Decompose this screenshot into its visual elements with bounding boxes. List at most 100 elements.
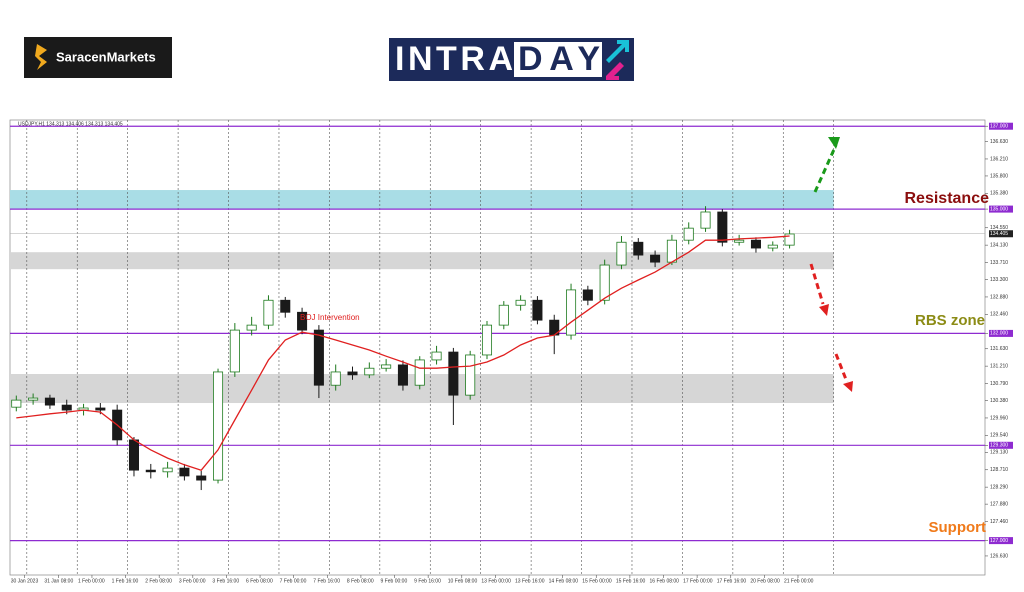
y-tick-label: 134.130 — [990, 242, 1008, 248]
y-tick-label: 131.210 — [990, 363, 1008, 369]
brand-name: SaracenMarkets — [56, 49, 156, 64]
x-tick-label: 31 Jan 08:00 — [44, 578, 73, 584]
y-tick-label: 128.710 — [990, 467, 1008, 473]
y-tick-label: 127.460 — [990, 519, 1008, 525]
candle-body — [196, 475, 207, 481]
arrow-head — [828, 137, 840, 149]
annotation: RBS zone — [915, 312, 985, 329]
candle-body — [280, 299, 291, 313]
arrow-head — [819, 304, 829, 316]
candle-body — [616, 241, 627, 266]
y-tick-label: 137.000 — [990, 124, 1008, 130]
candle-body — [61, 404, 72, 411]
arrow-head — [843, 381, 853, 392]
y-tick-label: 129.300 — [990, 443, 1008, 449]
y-tick-label: 128.290 — [990, 484, 1008, 490]
candle-body — [128, 439, 139, 471]
y-tick-label: 135.380 — [990, 191, 1008, 197]
candle-body — [364, 367, 375, 376]
candle-body — [397, 364, 408, 386]
x-tick-label: 8 Feb 08:00 — [347, 578, 374, 584]
level-label-bg — [989, 537, 1013, 545]
candle-body — [246, 324, 257, 331]
candle-body — [44, 397, 55, 406]
arrow-down — [809, 263, 825, 305]
candle-body — [448, 351, 459, 396]
candle-body — [582, 289, 593, 301]
y-tick-label: 126.630 — [990, 553, 1008, 559]
logo-right: DAY — [518, 40, 600, 78]
y-tick-label: 127.000 — [990, 538, 1008, 544]
candle-body — [650, 254, 661, 263]
level-label-bg — [989, 329, 1013, 337]
y-tick-label: 134.550 — [990, 225, 1008, 231]
chart-title: USDJPY,H1 134.313 134.406 134.313 134.40… — [18, 121, 123, 127]
level-label-bg — [989, 205, 1013, 213]
candle-body — [213, 371, 224, 481]
y-tick-label: 132.460 — [990, 312, 1008, 318]
candle-body — [414, 359, 425, 386]
candle-body — [330, 371, 341, 386]
y-tick-label: 129.130 — [990, 450, 1008, 456]
x-tick-label: 9 Feb 16:00 — [414, 578, 441, 584]
y-tick-label: 132.000 — [990, 331, 1008, 337]
x-tick-label: 2 Feb 08:00 — [145, 578, 172, 584]
y-tick-label: 131.630 — [990, 346, 1008, 352]
plot: 137.000 136.630 136.210 135.800 135.380 135.0… — [9, 119, 1013, 584]
candle-body — [28, 397, 39, 401]
x-tick-label: 17 Feb 00:00 — [683, 578, 713, 584]
zone — [10, 252, 834, 270]
y-tick-label: 129.540 — [990, 433, 1008, 439]
x-tick-label: 21 Feb 00:00 — [784, 578, 814, 584]
logo-box — [514, 42, 602, 77]
candle-body — [381, 364, 392, 369]
x-tick-label: 30 Jan 2023 — [11, 578, 39, 584]
y-tick-label: 129.960 — [990, 415, 1008, 421]
y-tick-label: 132.880 — [990, 294, 1008, 300]
y-tick-label: 135.800 — [990, 173, 1008, 179]
arrow-up — [813, 144, 838, 193]
annotation: Support — [929, 519, 987, 536]
x-tick-label: 20 Feb 08:00 — [750, 578, 780, 584]
logo-arrow-up — [606, 40, 629, 63]
y-tick-label: 127.880 — [990, 501, 1008, 507]
logo-left: INTRA — [395, 40, 513, 78]
candle-body — [313, 329, 324, 386]
candle-body — [11, 399, 22, 408]
annotation: Resistance — [905, 190, 990, 207]
candle-body — [95, 407, 106, 411]
x-tick-label: 17 Feb 16:00 — [717, 578, 747, 584]
x-tick-label: 9 Feb 00:00 — [381, 578, 408, 584]
x-tick-label: 16 Feb 08:00 — [650, 578, 680, 584]
level-label-bg — [989, 122, 1013, 130]
x-tick-label: 15 Feb 16:00 — [616, 578, 646, 584]
candle-body — [263, 299, 274, 326]
y-tick-label: 136.630 — [990, 139, 1008, 145]
x-tick-label: 7 Feb 16:00 — [313, 578, 340, 584]
candle-body — [700, 211, 711, 229]
y-tick-label: 133.710 — [990, 260, 1008, 266]
y-tick-label: 136.210 — [990, 156, 1008, 162]
candle-body — [734, 239, 745, 243]
logo-arrow-down — [606, 62, 624, 80]
candle-body — [717, 211, 728, 243]
x-tick-label: 1 Feb 00:00 — [78, 578, 105, 584]
brand-logo — [24, 37, 172, 78]
x-tick-label: 14 Feb 08:00 — [549, 578, 579, 584]
x-tick-label: 1 Feb 16:00 — [112, 578, 139, 584]
y-tick-label: 130.790 — [990, 381, 1008, 387]
level-label-bg — [989, 441, 1013, 449]
x-tick-label: 15 Feb 00:00 — [582, 578, 612, 584]
candle-body — [481, 324, 493, 356]
candle-body — [666, 239, 677, 263]
arrow-down — [834, 353, 849, 383]
candle-body — [532, 299, 543, 321]
candle-body — [784, 233, 795, 246]
brand-icon — [35, 44, 47, 70]
x-tick-label: 3 Feb 16:00 — [212, 578, 239, 584]
x-tick-label: 6 Feb 08:00 — [246, 578, 273, 584]
candle-body — [683, 227, 694, 241]
annotation: BOJ Intervention — [300, 313, 360, 322]
candle-body — [498, 304, 509, 326]
